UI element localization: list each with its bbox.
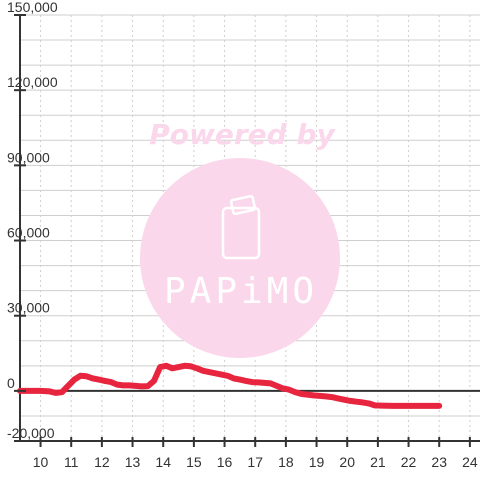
x-tick-label: 15 [186,454,202,470]
y-tick-label: -20,000 [7,425,55,441]
x-tick-label: 22 [401,454,417,470]
x-tick-label: 12 [94,454,110,470]
x-tick-label: 11 [64,454,79,470]
x-tick-label: 24 [462,454,478,470]
y-tick-label: 0 [7,375,15,391]
y-tick-label: 120,000 [7,74,58,90]
watermark: Powered by PAPiMO [140,118,340,358]
y-tick-label: 60,000 [7,225,50,241]
series-layer [17,362,443,409]
x-tick-label: 20 [339,454,355,470]
series-line [17,362,443,409]
y-tick-label: 150,000 [7,0,58,15]
grid [20,14,480,442]
y-tick-label: 90,000 [7,149,50,165]
y-axis-ticks: -20,000 0 30,000 60,000 90,000 120,000 150,000 [7,0,58,442]
x-tick-label: 13 [125,454,141,470]
axes [19,15,480,442]
x-tick-label: 21 [370,454,386,470]
watermark-text: Powered by [149,118,336,151]
x-tick-label: 17 [247,454,263,470]
watermark-logo: PAPiMO [164,271,318,312]
y-tick-label: 30,000 [7,300,50,316]
x-tick-label: 16 [217,454,233,470]
x-tick-label: 23 [431,454,447,470]
x-tick-label: 18 [278,454,294,470]
phone-icon [221,194,261,260]
x-tick-label: 19 [309,454,325,470]
x-axis-ticks: 10 11 12 13 14 15 16 17 18 19 20 21 22 23 24 [33,437,478,470]
x-tick-label: 10 [33,454,49,470]
x-tick-label: 14 [155,454,171,470]
